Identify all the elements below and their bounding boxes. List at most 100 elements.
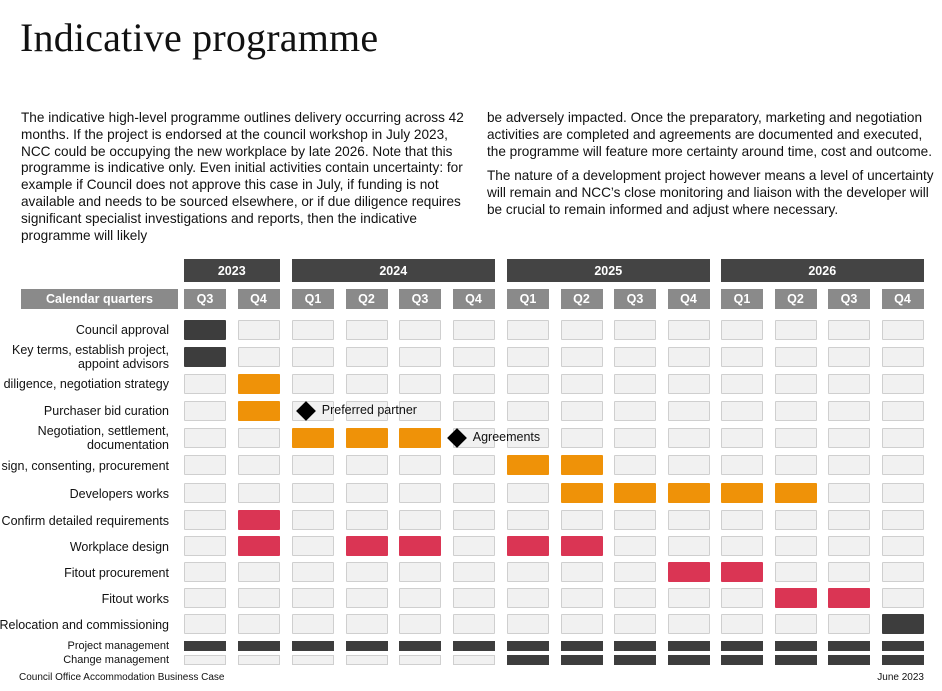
year-header-2026: 2026 xyxy=(721,259,924,282)
gantt-cell xyxy=(881,641,924,651)
footer-document-title: Council Office Accommodation Business Ca… xyxy=(19,672,225,683)
gantt-cell xyxy=(774,614,817,634)
gantt-cell xyxy=(560,401,603,421)
gantt-cell xyxy=(614,655,656,665)
gantt-cell xyxy=(614,347,656,367)
gantt-cell xyxy=(614,641,656,651)
gantt-cell xyxy=(292,320,334,340)
gantt-cell xyxy=(184,510,226,530)
row-label: Project management xyxy=(67,640,170,652)
gantt-cell xyxy=(184,347,226,367)
gantt-cell xyxy=(881,428,924,448)
gantt-cell xyxy=(292,536,334,556)
gantt-cell xyxy=(828,483,870,503)
gantt-cell xyxy=(774,588,817,608)
gantt-cell xyxy=(452,347,495,367)
row-label: Confirm detailed requirements xyxy=(1,514,169,528)
gantt-cell xyxy=(881,455,924,475)
quarter-header-2024-Q3: Q3 xyxy=(399,289,441,309)
gantt-cell xyxy=(452,562,495,582)
year-header-2024: 2024 xyxy=(292,259,495,282)
gantt-cell xyxy=(881,536,924,556)
gantt-cell xyxy=(667,614,710,634)
gantt-cell xyxy=(507,320,549,340)
gantt-cell xyxy=(560,510,603,530)
milestone-label: Agreements xyxy=(472,430,541,444)
gantt-cell xyxy=(614,588,656,608)
gantt-cell xyxy=(452,641,495,651)
gantt-cell xyxy=(237,455,280,475)
footer-date: June 2023 xyxy=(877,672,924,683)
row-label: Fitout procurement xyxy=(64,566,169,580)
gantt-cell xyxy=(667,510,710,530)
intro-left-column: The indicative high-level programme outl… xyxy=(21,110,471,252)
gantt-cell xyxy=(345,347,388,367)
gantt-cell xyxy=(774,428,817,448)
gantt-cell xyxy=(721,536,763,556)
gantt-cell xyxy=(881,562,924,582)
row-label: Workplace design xyxy=(69,540,169,554)
gantt-cell xyxy=(614,614,656,634)
gantt-cell xyxy=(721,641,763,651)
quarter-header-2026-Q2: Q2 xyxy=(774,289,817,309)
gantt-cell xyxy=(667,483,710,503)
gantt-cell xyxy=(560,455,603,475)
intro-paragraph-right-1: be adversely impacted. Once the preparat… xyxy=(487,110,933,159)
gantt-cell xyxy=(292,588,334,608)
gantt-cell xyxy=(881,347,924,367)
quarter-header-2026-Q4: Q4 xyxy=(881,289,924,309)
gantt-cell xyxy=(667,588,710,608)
gantt-cell xyxy=(560,588,603,608)
quarter-header-2026-Q3: Q3 xyxy=(828,289,870,309)
row-label: Relocation and commissioning xyxy=(0,618,169,632)
gantt-cell xyxy=(774,483,817,503)
gantt-cell xyxy=(237,614,280,634)
row-label: Council approval xyxy=(75,323,169,337)
gantt-cell xyxy=(452,536,495,556)
gantt-cell xyxy=(237,374,280,394)
gantt-cell xyxy=(184,536,226,556)
gantt-cell xyxy=(881,483,924,503)
gantt-cell xyxy=(184,641,226,651)
gantt-cell xyxy=(828,614,870,634)
gantt-cell xyxy=(507,347,549,367)
gantt-cell xyxy=(345,655,388,665)
gantt-cell xyxy=(667,428,710,448)
gantt-cell xyxy=(614,562,656,582)
gantt-cell xyxy=(345,428,388,448)
intro-right-column: be adversely impacted. Once the preparat… xyxy=(487,110,939,227)
quarter-header-2025-Q2: Q2 xyxy=(560,289,603,309)
gantt-cell xyxy=(399,374,441,394)
quarter-header-2025-Q1: Q1 xyxy=(507,289,549,309)
gantt-cell xyxy=(507,655,549,665)
gantt-cell xyxy=(774,641,817,651)
gantt-cell xyxy=(828,655,870,665)
gantt-cell xyxy=(399,455,441,475)
row-label: Negotiation, settlement, documentation xyxy=(37,424,169,452)
gantt-cell xyxy=(667,320,710,340)
gantt-cell xyxy=(292,562,334,582)
gantt-cell xyxy=(237,562,280,582)
row-label: Purchaser bid curation xyxy=(43,404,169,418)
gantt-cell xyxy=(184,374,226,394)
gantt-cell xyxy=(828,320,870,340)
gantt-cell xyxy=(721,562,763,582)
gantt-cell xyxy=(399,562,441,582)
gantt-cell xyxy=(667,562,710,582)
page-title: Indicative programme xyxy=(20,15,379,60)
quarter-header-2025-Q4: Q4 xyxy=(667,289,710,309)
gantt-cell xyxy=(184,483,226,503)
gantt-cell xyxy=(614,510,656,530)
gantt-cell xyxy=(560,374,603,394)
gantt-cell xyxy=(399,510,441,530)
gantt-cell xyxy=(774,562,817,582)
gantt-cell xyxy=(345,614,388,634)
gantt-cell xyxy=(828,428,870,448)
gantt-cell xyxy=(292,641,334,651)
gantt-cell xyxy=(507,374,549,394)
gantt-cell xyxy=(774,320,817,340)
row-label: Developers works xyxy=(69,487,169,501)
gantt-cell xyxy=(452,588,495,608)
gantt-cell xyxy=(184,320,226,340)
gantt-cell xyxy=(345,483,388,503)
